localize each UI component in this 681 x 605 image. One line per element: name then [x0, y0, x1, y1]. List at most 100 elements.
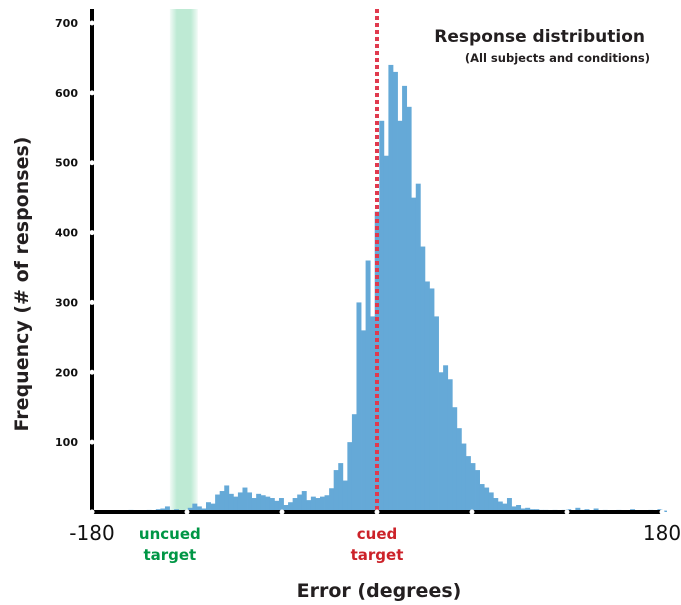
histogram-bar: [269, 498, 275, 512]
histogram-bar: [278, 498, 284, 512]
x-tick-mark: [184, 509, 190, 515]
x-tick-mark: [279, 509, 285, 515]
x-tick-mark: [374, 509, 380, 515]
chart-title: Response distribution: [434, 27, 645, 47]
histogram-bar: [470, 463, 476, 512]
y-tick-mark: [89, 20, 95, 26]
histogram-bar: [301, 491, 307, 512]
histogram-bar: [242, 487, 248, 512]
histogram-bar: [274, 500, 280, 512]
histogram-bar: [265, 496, 271, 512]
histogram-bar: [420, 246, 426, 513]
histogram-bar: [347, 442, 353, 512]
histogram-bar: [224, 485, 230, 512]
histogram-bar: [351, 414, 357, 512]
target-annotation-label: target: [143, 546, 196, 564]
histogram-bar: [329, 488, 335, 512]
histogram-bar: [288, 502, 294, 512]
histogram-bar: [237, 492, 243, 512]
histogram-bar: [315, 498, 321, 512]
histogram-bar: [379, 120, 385, 513]
histogram-bar: [434, 316, 439, 512]
x-tick-mark: [469, 509, 475, 515]
x-tick-mark: [89, 509, 95, 515]
histogram-bar: [219, 491, 225, 512]
target-annotation-label: cued: [357, 525, 397, 543]
y-axis-title: Frequency (# of responses): [11, 137, 33, 432]
histogram-bar: [497, 501, 503, 512]
histogram-bar: [411, 197, 417, 512]
histogram-bar: [388, 64, 394, 513]
y-tick-mark: [89, 90, 95, 96]
histogram-bar: [206, 502, 211, 512]
histogram-bar: [196, 506, 202, 512]
histogram-bar: [516, 505, 522, 512]
histogram-bar: [256, 493, 262, 512]
y-tick-label: 700: [55, 17, 78, 30]
histogram-bar: [338, 463, 344, 512]
y-tick-mark: [89, 369, 95, 375]
histogram-bar: [479, 484, 485, 512]
histogram-bar: [260, 495, 266, 512]
histogram-bar: [283, 505, 289, 512]
histogram-bar: [525, 507, 531, 512]
histogram-bar: [406, 106, 412, 512]
histogram-bar: [292, 498, 298, 512]
histogram-bar: [383, 155, 389, 512]
histogram-bar: [392, 71, 398, 513]
y-tick-mark: [89, 299, 95, 305]
histogram-bar: [247, 492, 252, 512]
histogram-bar: [187, 507, 193, 512]
y-tick-mark: [89, 439, 95, 445]
histogram-bar: [210, 503, 216, 512]
histogram-bar: [233, 496, 239, 512]
x-tick-label-min: -180: [69, 521, 114, 545]
histogram-bar: [575, 507, 581, 512]
histogram-bar: [306, 500, 312, 512]
x-axis-title: Error (degrees): [297, 580, 462, 602]
histogram-bar: [342, 480, 348, 512]
histogram-bar: [484, 487, 490, 512]
target-annotation-label: uncued: [139, 525, 201, 543]
uncued-target-band: [169, 9, 198, 512]
y-tick-label: 300: [55, 296, 78, 309]
histogram-bar: [438, 372, 444, 512]
histogram-bar: [452, 407, 458, 512]
histogram-bar: [461, 443, 467, 512]
histogram-bar: [333, 470, 339, 512]
histogram-bar: [310, 496, 316, 512]
histogram-bar: [320, 496, 325, 512]
histogram-bar: [365, 260, 371, 512]
histogram-bar: [662, 510, 667, 512]
histogram-bar: [397, 120, 403, 513]
target-annotation-label: target: [351, 546, 404, 564]
histogram-bar: [465, 456, 471, 512]
y-tick-label: 500: [55, 157, 78, 170]
histogram-bar: [215, 494, 221, 512]
histogram-bar: [456, 428, 462, 512]
histogram-bar: [324, 495, 330, 512]
y-axis-ticks: 100 200 300 400 500 600 700: [55, 17, 95, 515]
y-tick-label: 100: [55, 436, 78, 449]
histogram-bar: [415, 183, 421, 512]
x-tick-label-max: 180: [643, 521, 681, 545]
x-tick-mark: [659, 509, 665, 515]
x-axis-ticks: [89, 509, 665, 515]
y-tick-label: 200: [55, 366, 78, 379]
histogram-bar: [493, 498, 499, 512]
y-tick-label: 600: [55, 87, 78, 100]
histogram-bar: [429, 288, 435, 512]
histogram-bar: [164, 506, 170, 512]
histogram-bar: [370, 316, 376, 512]
x-tick-mark: [564, 509, 570, 515]
histogram-bar: [475, 470, 480, 512]
histogram-bar: [251, 498, 257, 512]
chart-subtitle: (All subjects and conditions): [465, 51, 650, 65]
histogram-bar: [506, 498, 512, 512]
histogram-bar: [192, 503, 198, 512]
histogram-bar: [443, 365, 449, 512]
histogram-bar: [228, 493, 234, 512]
histogram-bar: [361, 330, 366, 512]
target-annotations: uncued target cued target: [139, 525, 403, 564]
